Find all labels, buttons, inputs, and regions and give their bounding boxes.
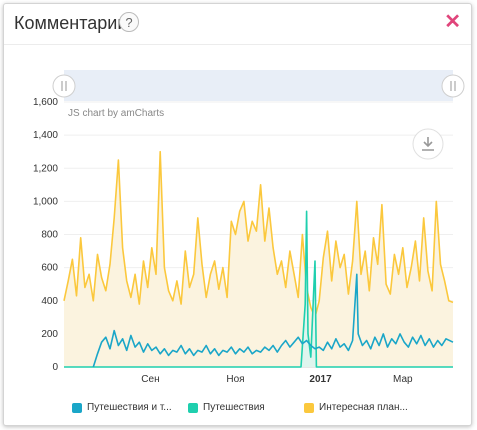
y-axis: 0 200 400 600 800 1,000 1,200 1,400 1,600 xyxy=(33,97,58,373)
series-line-1[interactable] xyxy=(64,210,453,368)
chart-credit[interactable]: JS chart by amCharts xyxy=(68,108,164,119)
download-button[interactable] xyxy=(412,128,444,160)
y-tick-label: 600 xyxy=(41,263,58,274)
legend-item-1[interactable]: Путешествия xyxy=(188,402,265,413)
x-tick-label: Ноя xyxy=(226,374,244,385)
close-icon[interactable]: ✕ xyxy=(444,11,461,33)
y-tick-label: 400 xyxy=(41,296,58,307)
scrollbar-left-handle[interactable] xyxy=(52,74,76,98)
y-tick-label: 1,400 xyxy=(33,130,58,141)
legend-swatch xyxy=(72,402,82,413)
y-tick-label: 0 xyxy=(52,362,58,373)
legend: Путешествия и т... Путешествия Интересна… xyxy=(0,402,469,420)
help-icon[interactable]: ? xyxy=(119,12,139,32)
panel-title: Комментарии xyxy=(14,13,128,33)
legend-item-2[interactable]: Интересная план... xyxy=(304,402,408,413)
legend-label: Путешествия xyxy=(203,402,265,413)
legend-swatch xyxy=(304,402,314,413)
series-layer xyxy=(63,150,454,368)
y-tick-label: 1,200 xyxy=(33,163,58,174)
series-line-2[interactable] xyxy=(92,273,454,368)
panel-header: Комментарии ? ✕ xyxy=(4,4,471,45)
scrollbar-track[interactable] xyxy=(64,70,453,101)
scrollbar-right-handle[interactable] xyxy=(441,74,465,98)
series-area-0 xyxy=(64,151,453,367)
legend-label: Интересная план... xyxy=(319,402,408,413)
legend-swatch xyxy=(188,402,198,413)
legend-label: Путешествия и т... xyxy=(87,402,172,413)
y-tick-label: 1,600 xyxy=(33,97,58,108)
series-line-0[interactable] xyxy=(63,150,454,319)
x-axis: Сен Ноя 2017 Мар xyxy=(141,374,413,385)
x-tick-label: 2017 xyxy=(309,374,332,385)
y-tick-label: 1,000 xyxy=(33,196,58,207)
y-tick-label: 800 xyxy=(41,230,58,241)
legend-item-0[interactable]: Путешествия и т... xyxy=(72,402,172,413)
x-tick-label: Сен xyxy=(141,374,159,385)
y-tick-label: 200 xyxy=(41,329,58,340)
download-icon xyxy=(422,137,434,151)
x-tick-label: Мар xyxy=(393,374,413,385)
